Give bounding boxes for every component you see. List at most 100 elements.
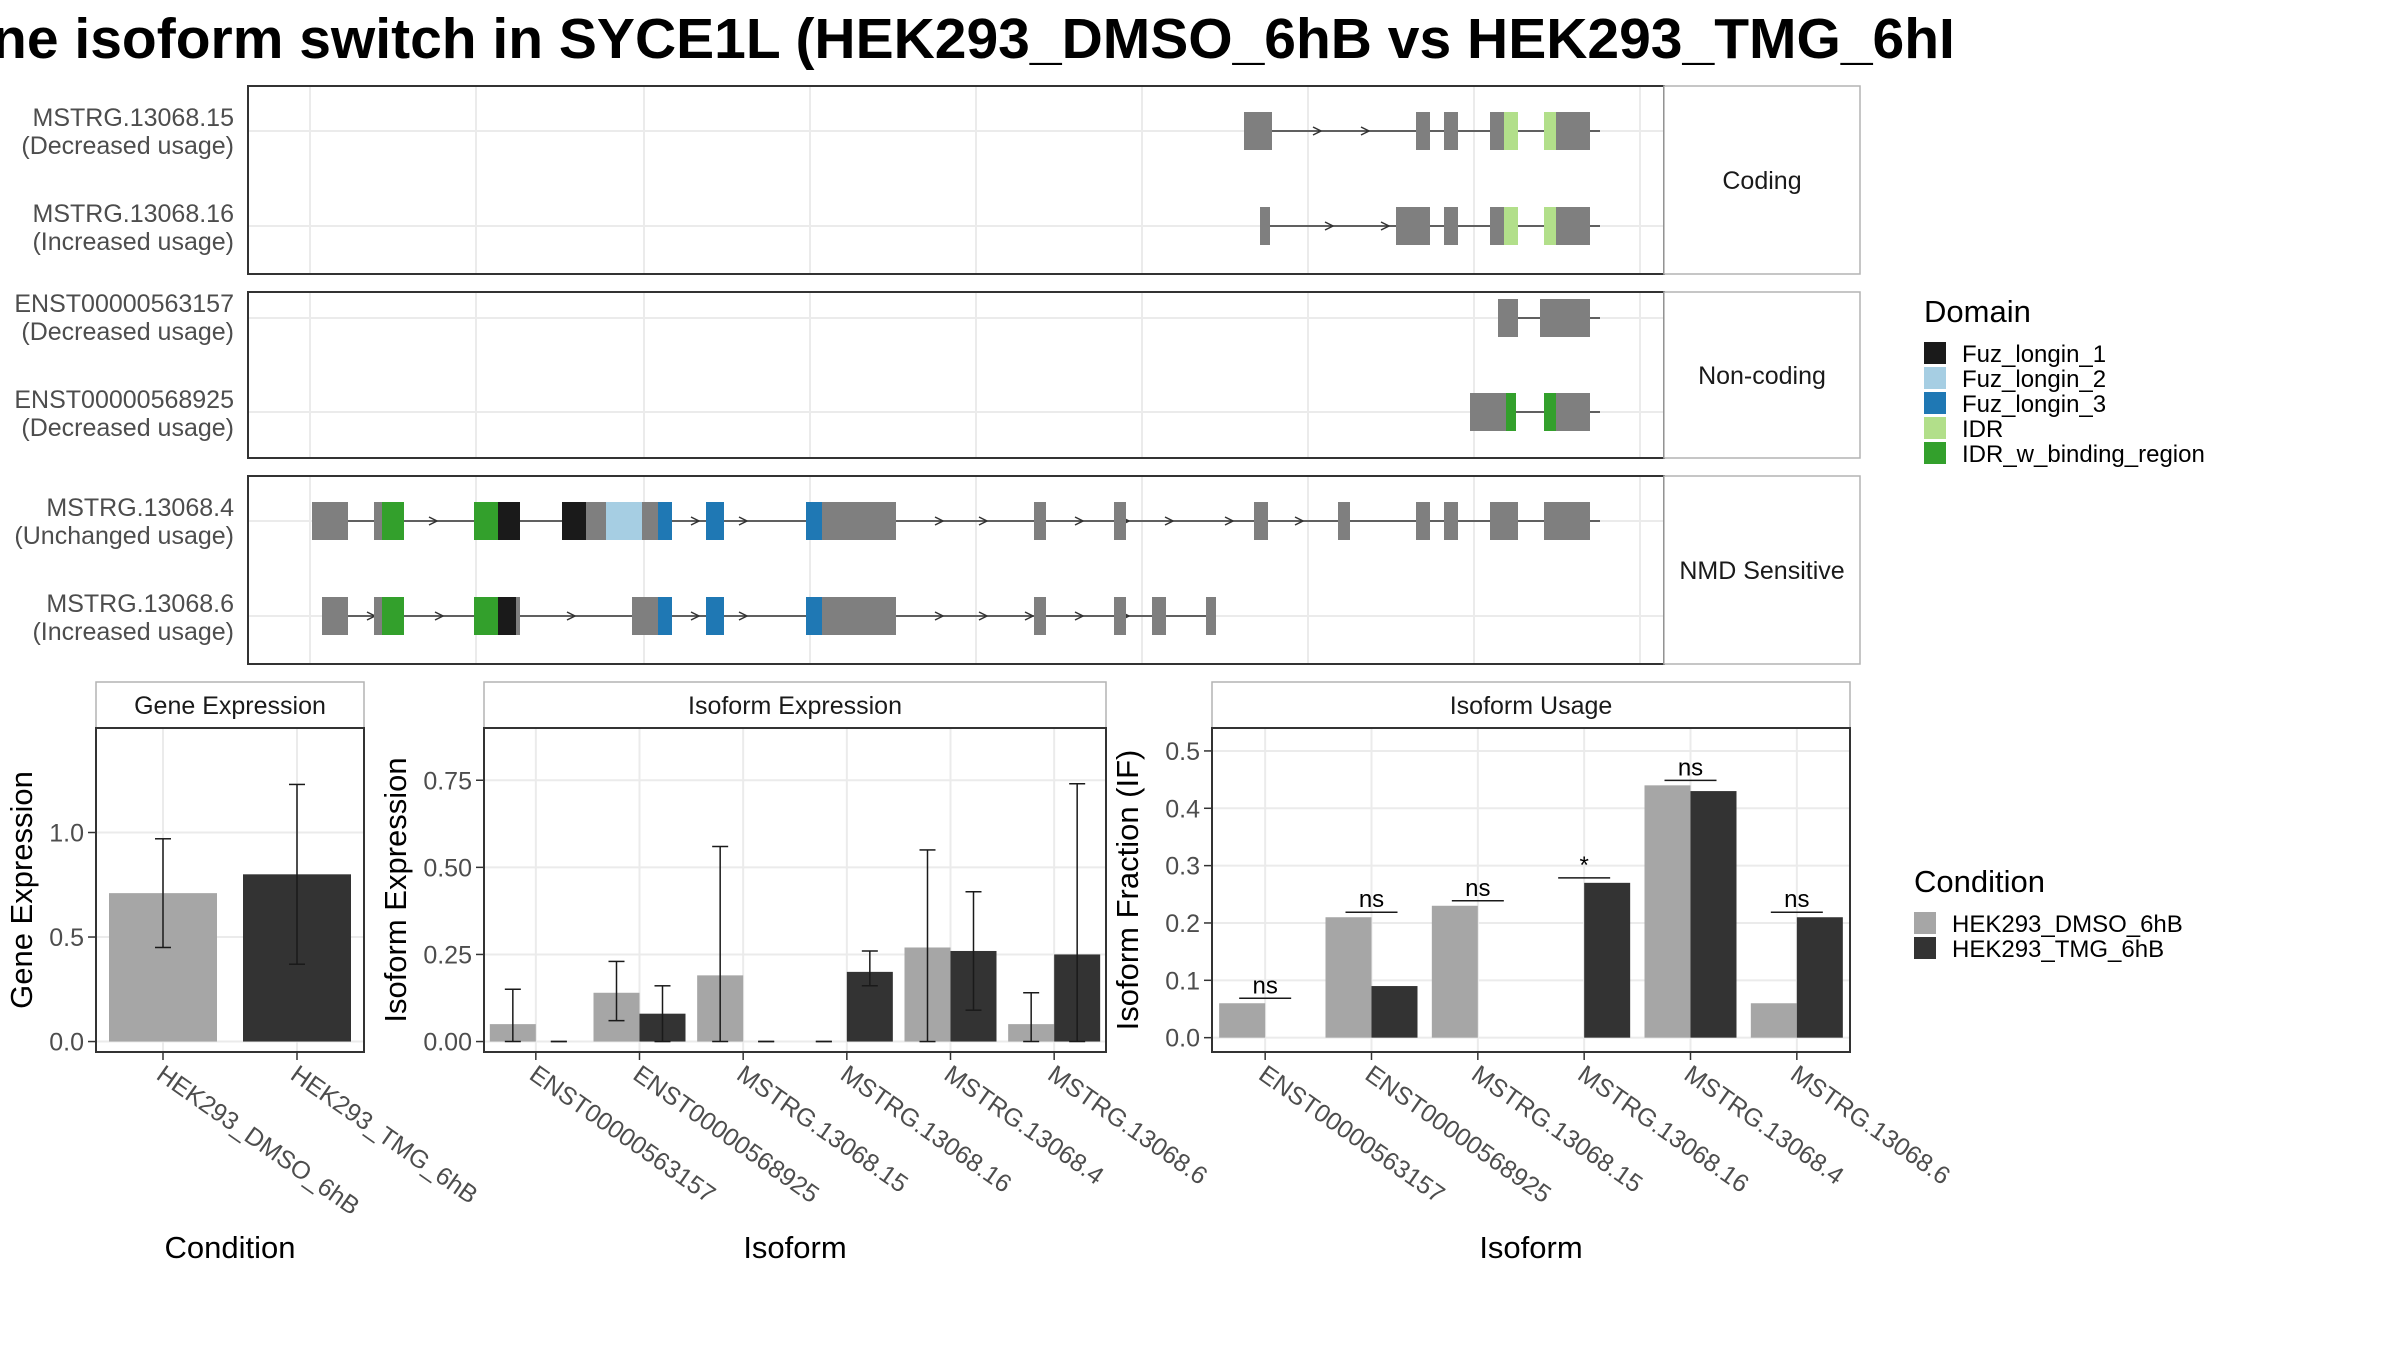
y-tick-label: 0.25 (423, 941, 472, 969)
strand-arrow-icon (978, 516, 989, 526)
y-tick-label: 1.0 (49, 820, 84, 848)
transcript-labels: MSTRG.13068.15 (Decreased usage) MSTRG.1… (14, 104, 234, 646)
domain-exon (474, 502, 498, 540)
panel-strip (95, 681, 365, 729)
significance-label: ns (1465, 875, 1490, 902)
transcript-id-label: MSTRG.13068.4 (46, 494, 234, 522)
domain-exon (474, 597, 498, 635)
strand-arrow-icon (934, 611, 945, 621)
exon (1416, 112, 1430, 150)
y-axis-title: Isoform Fraction (IF) (1110, 750, 1145, 1031)
significance-label: ns (1252, 972, 1277, 999)
y-tick-label: 0.0 (1165, 1025, 1200, 1053)
bar (1431, 905, 1478, 1038)
exon (1490, 207, 1504, 245)
domain-legend-item-fuz-longin-3: Fuz_longin_3 (1924, 391, 2106, 418)
transcript-models (312, 112, 1600, 635)
y-tick-label: 0.75 (423, 767, 472, 795)
legend-label: Fuz_longin_3 (1962, 391, 2106, 418)
exon (1498, 299, 1518, 337)
significance-label: ns (1359, 886, 1384, 913)
strand-arrow-icon (1164, 516, 1175, 526)
legend-swatch (1924, 342, 1946, 364)
panel-title: Isoform Expression (688, 692, 902, 720)
strand-arrow-icon (1312, 126, 1323, 136)
transcript-usage-label: (Decreased usage) (21, 132, 234, 160)
domain-exon (562, 502, 586, 540)
bar (1750, 1003, 1797, 1038)
strand-arrow-icon (1024, 611, 1035, 621)
strand-arrow-icon (1224, 516, 1235, 526)
facet-coding: Coding (247, 85, 1861, 275)
transcript-usage-label: (Increased usage) (32, 618, 234, 646)
bars (489, 782, 1101, 1043)
legend-swatch (1924, 367, 1946, 389)
domain-legend-item-idr-w-binding-region: IDR_w_binding_region (1924, 441, 2205, 468)
exon (1556, 207, 1562, 245)
exon (1562, 393, 1590, 431)
significance-label: * (1579, 852, 1588, 879)
exon (1556, 112, 1562, 150)
exon (632, 597, 658, 635)
exon (312, 502, 348, 540)
domain-exon (806, 502, 822, 540)
x-tick-label: ENST00000568925 (1360, 1060, 1556, 1209)
facet-label-coding: Coding (1722, 167, 1801, 195)
domain-exon (806, 597, 822, 635)
panel-title: Gene Expression (134, 692, 326, 720)
domain-exon (1544, 207, 1556, 245)
exon (1562, 112, 1590, 150)
domain-exon (706, 502, 724, 540)
strand-arrow-icon (690, 611, 701, 621)
domain-exon (1544, 112, 1556, 150)
significance-label: ns (1784, 886, 1809, 913)
exon (1244, 112, 1272, 150)
facet-strip-non-coding (1663, 291, 1861, 459)
domain-exon (1544, 393, 1556, 431)
bar (1325, 917, 1372, 1038)
legend-swatch (1914, 912, 1936, 934)
strand-arrow-icon (428, 516, 439, 526)
strand-arrow-icon (566, 611, 577, 621)
y-tick-labels: 0.0 0.5 1.0 (49, 820, 96, 1057)
domain-exon (706, 597, 724, 635)
strand-arrow-icon (1324, 221, 1335, 231)
panel-border (95, 727, 365, 1053)
exon (1470, 393, 1506, 431)
transcript-id-label: ENST00000568925 (14, 386, 234, 414)
transcript-id-label: ENST00000563157 (14, 290, 234, 318)
transcript-structure-panels: Coding Non-coding NMD Sensitive MSTRG.13… (14, 85, 1861, 665)
exon (642, 502, 658, 540)
transcript-usage-label: (Increased usage) (32, 228, 234, 256)
exon (1396, 207, 1414, 245)
condition-legend: Condition HEK293_DMSO_6hB HEK293_TMG_6hB (1914, 864, 2183, 963)
y-tick-label: 0.5 (1165, 738, 1200, 766)
panel-strip (1211, 681, 1851, 729)
bar (1796, 917, 1843, 1038)
y-tick-label: 0.4 (1165, 795, 1200, 823)
legend-swatch (1924, 417, 1946, 439)
x-tick-label: MSTRG.13068.15 (1466, 1060, 1647, 1199)
isoform-expression-panel: Isoform Expression 0.00 0.25 0.50 0.75 ENST… (378, 681, 1212, 1265)
x-axis-title: Condition (165, 1230, 296, 1265)
exon (1152, 597, 1166, 635)
domain-exon (658, 502, 672, 540)
y-tick-label: 0.2 (1165, 910, 1200, 938)
strand-arrow-icon (434, 611, 445, 621)
x-tick-label: MSTRG.13068.15 (732, 1060, 913, 1199)
transcript-id-label: MSTRG.13068.15 (33, 104, 235, 132)
domain-exon (658, 597, 672, 635)
domain-exon (498, 597, 516, 635)
bars (1219, 785, 1843, 1038)
exon (516, 597, 520, 635)
x-tick-labels: ENST00000563157ENST00000568925MSTRG.1306… (524, 1052, 1212, 1209)
strand-arrow-icon (1294, 516, 1305, 526)
figure-title: ne isoform switch in SYCE1L (HEK293_DMSO… (0, 7, 1955, 71)
condition-legend-item-dmso: HEK293_DMSO_6hB (1914, 911, 2183, 938)
facet-label-non-coding: Non-coding (1698, 362, 1826, 390)
y-axis-title: Isoform Expression (378, 757, 413, 1022)
panel-title: Isoform Usage (1450, 692, 1613, 720)
